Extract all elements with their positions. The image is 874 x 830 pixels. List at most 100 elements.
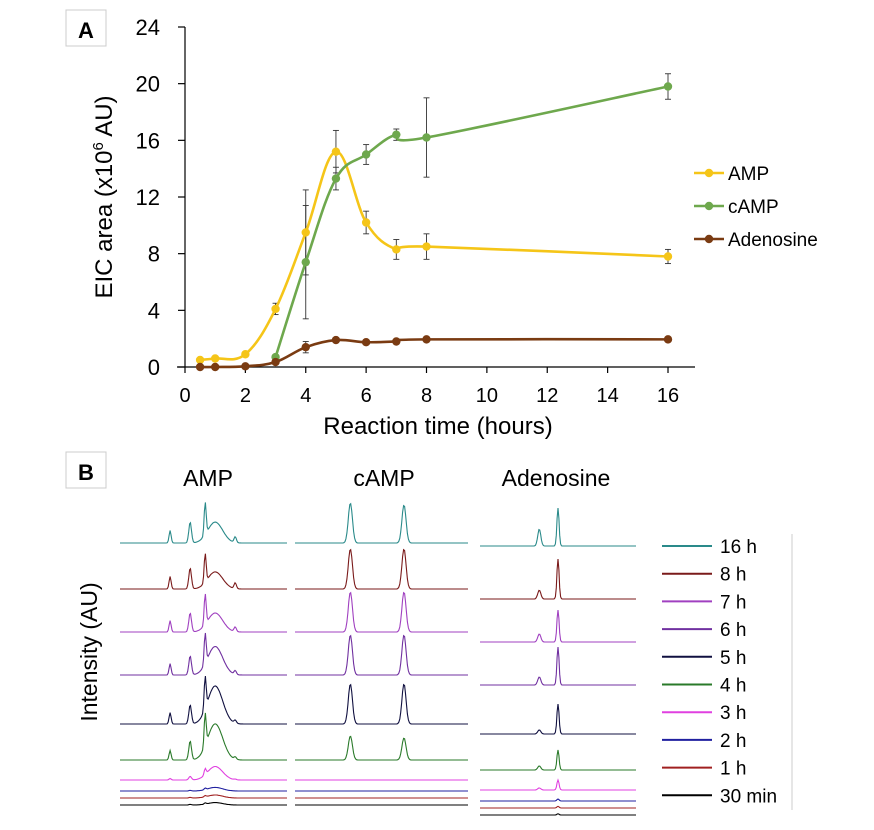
- legend-marker-camp: [704, 201, 714, 211]
- adenosine-trace-30-min: [480, 813, 636, 816]
- adenosine-trace-2-h: [480, 798, 636, 802]
- y-tick-label: 4: [148, 298, 160, 323]
- legend-marker-adenosine: [704, 234, 714, 244]
- y-tick-label: 24: [136, 15, 160, 40]
- camp-trace-6-h: [295, 634, 468, 676]
- y-tick-label: 8: [148, 242, 160, 267]
- amp-trace-4-h: [120, 712, 287, 761]
- panel-b-legend: 16 h 8 h 7 h 6 h 5 h 4 h 3 h 2 h 1 h 30 min: [662, 537, 777, 807]
- amp-trace-1-h: [120, 794, 287, 799]
- data-point-amp: [331, 147, 341, 156]
- data-point-amp: [361, 218, 371, 227]
- series-line-amp: [199, 150, 669, 362]
- data-point-amp: [301, 228, 310, 237]
- legend-label-6-h: 6 h: [720, 620, 746, 641]
- legend-label-5-h: 5 h: [720, 648, 746, 669]
- adenosine-trace-3-h: [480, 778, 636, 791]
- legend-label-3-h: 3 h: [720, 703, 746, 724]
- legend-label-7-h: 7 h: [720, 592, 746, 613]
- data-point-adenosine: [241, 362, 250, 371]
- camp-trace-4-h: [295, 735, 468, 761]
- panel-b-label-box: [65, 451, 107, 489]
- amp-trace-6-h: [120, 632, 287, 676]
- column-title-camp: cAMP: [353, 465, 414, 491]
- adenosine-trace-6-h: [480, 646, 636, 686]
- panel-b-traces: [120, 502, 636, 816]
- panel-b-chromatograms: AMP cAMP Adenosine Intensity (AU) 16 h 8 …: [76, 465, 793, 816]
- x-tick-label: 14: [597, 385, 619, 407]
- series-line-adenosine: [200, 337, 669, 369]
- legend-marker-amp: [704, 168, 714, 178]
- legend-label-amp: AMP: [728, 164, 769, 185]
- legend-label-2-h: 2 h: [720, 731, 746, 752]
- amp-trace-7-h: [120, 593, 287, 633]
- y-tick-label: 16: [136, 128, 160, 153]
- data-point-camp: [663, 82, 673, 91]
- data-point-amp: [241, 350, 250, 359]
- intensity-axis-label: Intensity (AU): [76, 582, 102, 721]
- data-point-adenosine: [271, 357, 280, 367]
- panel-a-label: A: [78, 18, 94, 43]
- column-title-adenosine: Adenosine: [502, 465, 611, 491]
- column-title-amp: AMP: [183, 465, 233, 491]
- amp-trace-5-h: [120, 676, 287, 725]
- data-point-camp: [361, 150, 371, 159]
- panel-a-legend: AMP cAMP Adenosine: [694, 164, 818, 251]
- legend-label-30-min: 30 min: [720, 786, 777, 807]
- data-point-amp: [392, 245, 401, 254]
- data-point-adenosine: [301, 342, 310, 352]
- adenosine-trace-4-h: [480, 749, 636, 771]
- data-point-camp: [392, 130, 401, 139]
- adenosine-trace-7-h: [480, 609, 636, 643]
- camp-trace-16-h: [295, 502, 468, 544]
- data-point-amp: [422, 242, 431, 251]
- data-point-amp: [271, 304, 280, 314]
- panel-b-label: B: [78, 460, 94, 485]
- x-tick-label: 10: [476, 385, 498, 407]
- amp-trace-2-h: [120, 786, 287, 792]
- panel-a-data-points: [195, 82, 673, 372]
- x-tick-label: 8: [421, 385, 432, 407]
- x-axis-label: Reaction time (hours): [323, 413, 552, 440]
- data-point-adenosine: [361, 338, 371, 347]
- adenosine-trace-16-h: [480, 507, 636, 547]
- adenosine-trace-8-h: [480, 558, 636, 600]
- series-line-camp: [274, 85, 669, 358]
- x-tick-label: 4: [300, 385, 311, 407]
- amp-trace-3-h: [120, 765, 287, 781]
- data-point-camp: [422, 133, 431, 142]
- data-point-adenosine: [331, 335, 341, 345]
- data-point-camp: [301, 257, 310, 267]
- data-point-adenosine: [392, 337, 401, 346]
- x-tick-label: 2: [240, 385, 251, 407]
- panel-a-error-bars: [272, 73, 671, 354]
- panel-a-label-box: [65, 9, 107, 47]
- camp-trace-7-h: [295, 591, 468, 633]
- data-point-amp: [195, 355, 205, 365]
- adenosine-trace-1-h: [480, 805, 636, 809]
- y-axis-label: EIC area (x106 AU): [90, 95, 118, 298]
- x-tick-label: 12: [536, 385, 558, 407]
- x-tick-label: 16: [657, 385, 679, 407]
- data-point-amp: [210, 354, 220, 363]
- data-point-adenosine: [422, 335, 431, 344]
- amp-trace-16-h: [120, 502, 287, 544]
- data-point-adenosine: [663, 335, 673, 344]
- legend-label-16-h: 16 h: [720, 537, 757, 558]
- camp-trace-5-h: [295, 683, 468, 725]
- legend-label-4-h: 4 h: [720, 676, 746, 697]
- data-point-adenosine: [210, 362, 220, 372]
- camp-trace-8-h: [295, 548, 468, 590]
- legend-label-8-h: 8 h: [720, 565, 746, 586]
- data-point-camp: [331, 174, 341, 183]
- legend-label-1-h: 1 h: [720, 759, 746, 780]
- panel-a-series-lines: [199, 85, 669, 369]
- y-tick-label: 0: [148, 355, 160, 380]
- y-tick-label: 12: [136, 185, 160, 210]
- legend-label-adenosine: Adenosine: [728, 230, 818, 251]
- legend-label-camp: cAMP: [728, 197, 779, 218]
- x-tick-label: 0: [179, 385, 190, 407]
